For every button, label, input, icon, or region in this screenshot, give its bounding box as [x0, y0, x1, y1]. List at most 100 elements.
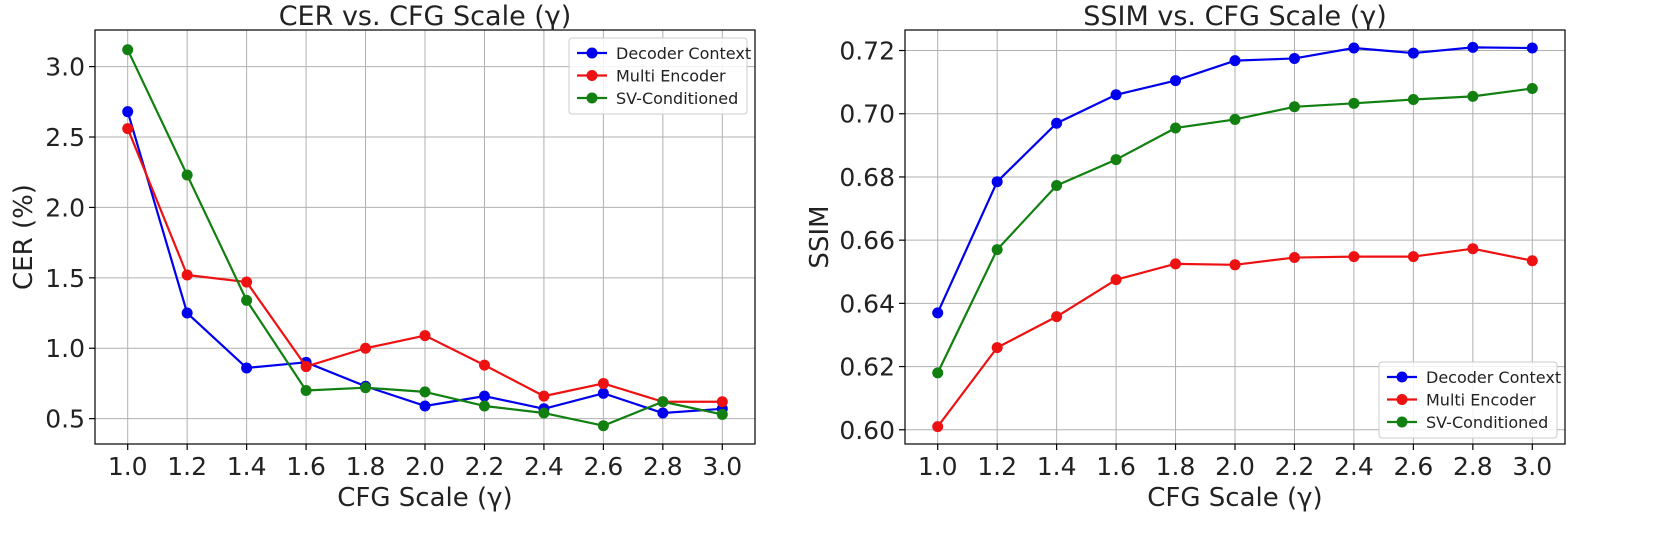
x-tick-label: 1.8: [1156, 452, 1196, 481]
x-tick-label: 2.4: [524, 452, 564, 481]
x-tick-label: 2.6: [583, 452, 623, 481]
legend-label-multi-encoder: Multi Encoder: [1426, 391, 1536, 410]
y-tick-label: 0.66: [839, 226, 895, 255]
data-point-decoder-context: [1526, 42, 1538, 54]
x-tick-label: 1.4: [1037, 452, 1077, 481]
legend-label-sv-conditioned: SV-Conditioned: [1426, 413, 1548, 432]
x-tick-label: 1.6: [286, 452, 326, 481]
x-tick-label: 3.0: [702, 452, 742, 481]
data-point-sv-conditioned: [1110, 154, 1122, 166]
data-point-sv-conditioned: [991, 244, 1003, 256]
legend-marker-multi-encoder: [1396, 394, 1408, 405]
x-tick-label: 1.2: [167, 452, 207, 481]
legend: Decoder Context Multi Encoder SV-Condition…: [568, 37, 751, 115]
data-point-multi-encoder: [122, 123, 134, 135]
data-point-decoder-context: [597, 387, 609, 399]
data-point-multi-encoder: [538, 390, 550, 402]
data-point-sv-conditioned: [1407, 94, 1419, 106]
data-point-multi-encoder: [1229, 259, 1241, 271]
data-point-decoder-context: [1467, 41, 1479, 53]
data-point-sv-conditioned: [1348, 97, 1360, 109]
x-tick-label: 2.6: [1393, 452, 1433, 481]
y-tick-label: 1.0: [45, 334, 85, 363]
data-point-sv-conditioned: [1170, 122, 1182, 134]
legend: Decoder Context Multi Encoder SV-Condition…: [1378, 361, 1561, 439]
data-point-multi-encoder: [1407, 251, 1419, 263]
x-axis-title: CFG Scale (γ): [337, 483, 512, 513]
data-point-decoder-context: [241, 362, 253, 374]
y-tick-label: 0.72: [839, 37, 895, 66]
data-point-sv-conditioned: [1288, 101, 1300, 113]
legend-frame: [568, 37, 748, 115]
y-tick-label: 0.68: [839, 163, 895, 192]
y-tick-label: 2.5: [45, 123, 85, 152]
legend-label-multi-encoder: Multi Encoder: [616, 67, 726, 86]
data-point-decoder-context: [657, 407, 669, 419]
data-point-multi-encoder: [1110, 274, 1122, 286]
data-point-decoder-context: [1348, 42, 1360, 54]
data-point-multi-encoder: [991, 342, 1003, 354]
legend-marker-sv-conditioned: [1396, 416, 1408, 428]
data-point-sv-conditioned: [657, 396, 669, 408]
data-point-sv-conditioned: [1051, 179, 1063, 191]
data-point-sv-conditioned: [1526, 82, 1538, 94]
data-point-decoder-context: [1051, 117, 1063, 129]
series-sv-conditioned: [122, 44, 728, 432]
data-point-multi-encoder: [1051, 311, 1063, 323]
y-tick-label: 1.5: [45, 264, 85, 293]
data-point-sv-conditioned: [478, 400, 490, 412]
data-point-decoder-context: [1110, 89, 1122, 101]
data-point-multi-encoder: [1467, 243, 1479, 255]
data-point-decoder-context: [181, 307, 193, 319]
data-point-sv-conditioned: [597, 420, 609, 432]
data-point-decoder-context: [1229, 55, 1241, 67]
x-tick-label: 2.8: [1453, 452, 1493, 481]
x-tick-label: 1.6: [1096, 452, 1136, 481]
data-point-decoder-context: [932, 307, 944, 319]
x-tick-label: 1.2: [977, 452, 1017, 481]
legend-label-decoder-context: Decoder Context: [1426, 368, 1561, 387]
y-tick-label: 3.0: [45, 53, 85, 82]
x-tick-label: 1.4: [227, 452, 267, 481]
data-point-sv-conditioned: [932, 367, 944, 379]
y-axis-title: SSIM: [805, 205, 835, 268]
plot-frame: [94, 29, 756, 445]
data-point-multi-encoder: [360, 342, 372, 354]
data-point-sv-conditioned: [716, 408, 728, 420]
legend-marker-decoder-context: [1396, 371, 1408, 383]
x-tick-label: 1.0: [918, 452, 958, 481]
data-point-decoder-context: [478, 390, 490, 402]
data-point-multi-encoder: [478, 359, 490, 371]
data-point-sv-conditioned: [300, 384, 312, 396]
data-point-multi-encoder: [419, 330, 431, 342]
x-tick-label: 2.0: [1215, 452, 1255, 481]
data-point-multi-encoder: [300, 361, 312, 373]
series-sv-conditioned: [932, 82, 1538, 379]
data-point-sv-conditioned: [538, 407, 550, 419]
data-point-multi-encoder: [1348, 251, 1360, 263]
data-point-multi-encoder: [241, 276, 253, 288]
data-point-sv-conditioned: [1467, 90, 1479, 102]
data-point-sv-conditioned: [122, 44, 134, 56]
legend-marker-sv-conditioned: [586, 92, 598, 104]
y-tick-label: 0.64: [839, 289, 895, 318]
x-tick-label: 3.0: [1512, 452, 1552, 481]
y-tick-label: 0.60: [839, 416, 895, 445]
chart-2: 1.0 1.2 1.4 1.6 1.8 2.0 2.2 2.4 2.6 2.8 3.0 0.60 0.6…: [805, 1, 1566, 513]
data-point-sv-conditioned: [1229, 113, 1241, 125]
data-point-multi-encoder: [1170, 258, 1182, 270]
chart-title: SSIM vs. CFG Scale (γ): [1083, 1, 1387, 32]
legend-label-sv-conditioned: SV-Conditioned: [616, 89, 738, 108]
x-axis-title: CFG Scale (γ): [1147, 483, 1322, 513]
x-tick-label: 1.0: [108, 452, 148, 481]
plot-frame: [904, 29, 1566, 445]
data-point-multi-encoder: [597, 377, 609, 389]
y-tick-label: 0.62: [839, 353, 895, 382]
series-multi-encoder: [932, 243, 1538, 433]
data-point-decoder-context: [1170, 75, 1182, 87]
data-point-decoder-context: [419, 400, 431, 412]
data-point-decoder-context: [991, 176, 1003, 188]
y-tick-label: 0.70: [839, 100, 895, 129]
legend-marker-decoder-context: [586, 47, 598, 59]
chart-1: 1.0 1.2 1.4 1.6 1.8 2.0 2.2 2.4 2.6 2.8 3.0 0.5 1.0 1…: [9, 1, 756, 513]
